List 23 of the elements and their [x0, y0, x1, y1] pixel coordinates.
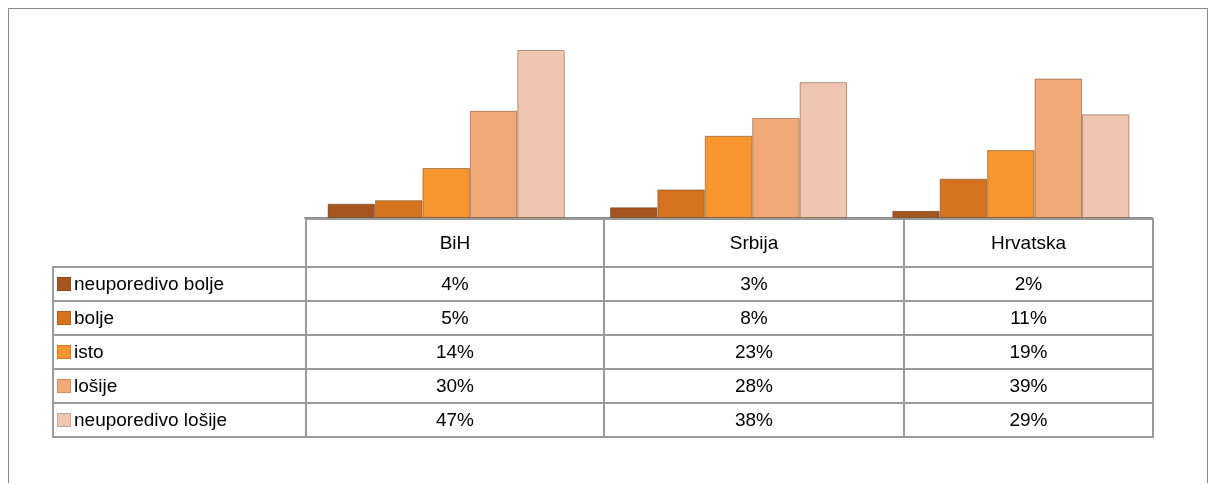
- data-label: 30%: [306, 369, 604, 403]
- legend-label: lošije: [53, 369, 306, 403]
- data-label: 4%: [306, 267, 604, 301]
- data-label: 19%: [904, 335, 1153, 369]
- data-label: 47%: [306, 403, 604, 437]
- data-label: 29%: [904, 403, 1153, 437]
- x-tick-label: BiH: [306, 219, 604, 267]
- data-label: 11%: [904, 301, 1153, 335]
- x-tick-label: Hrvatska: [904, 219, 1153, 267]
- data-label: 3%: [604, 267, 904, 301]
- data-label: 39%: [904, 369, 1153, 403]
- legend-label: isto: [53, 335, 306, 369]
- data-label: 2%: [904, 267, 1153, 301]
- legend-label: bolje: [53, 301, 306, 335]
- data-label: 28%: [604, 369, 904, 403]
- data-label: 14%: [306, 335, 604, 369]
- legend-label: neuporedivo lošije: [53, 403, 306, 437]
- data-label: 5%: [306, 301, 604, 335]
- legend-label: neuporedivo bolje: [53, 267, 306, 301]
- data-label: 38%: [604, 403, 904, 437]
- data-label: 23%: [604, 335, 904, 369]
- x-tick-label: Srbija: [604, 219, 904, 267]
- data-label: 8%: [604, 301, 904, 335]
